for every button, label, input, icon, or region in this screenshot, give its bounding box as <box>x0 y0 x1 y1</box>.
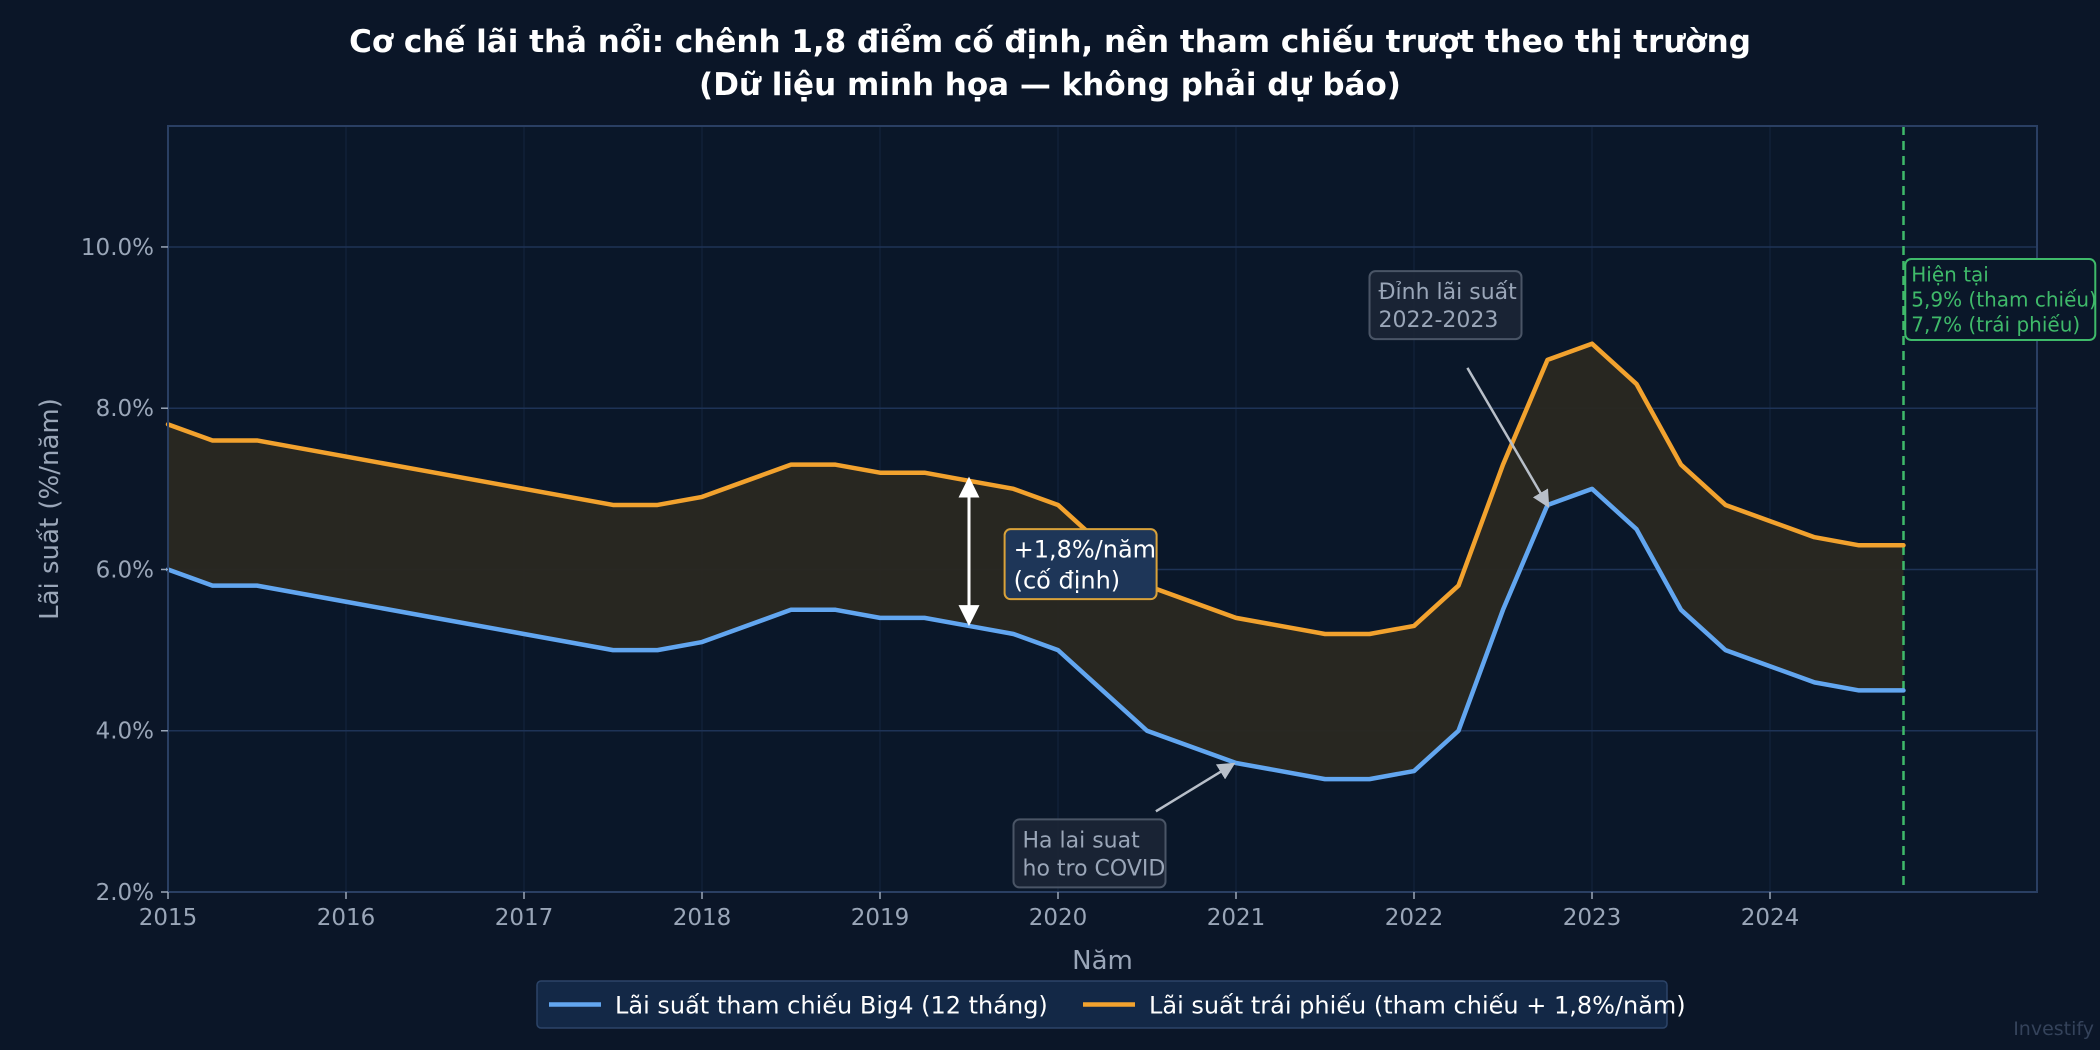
x-tick-label-2022: 2022 <box>1385 905 1444 931</box>
annotation-peak-line-0: Đỉnh lãi suất <box>1379 280 1518 305</box>
series-line-0 <box>165 486 1906 782</box>
watermark: Investify <box>2013 1018 2094 1040</box>
annotation-spread-box <box>1003 528 1158 601</box>
x-tick-label-2024: 2024 <box>1741 905 1800 931</box>
legend: Lãi suất tham chiếu Big4 (12 tháng) Lãi s… <box>536 980 1686 1029</box>
annotation-covid-line-1: ho tro COVID <box>1023 856 1166 881</box>
x-tick-label-2015: 2015 <box>139 905 198 931</box>
x-tick-label-2021: 2021 <box>1207 905 1266 931</box>
legend-label-1: Lãi suất trái phiếu (tham chiếu + 1,8%/n… <box>1149 992 1686 1020</box>
x-tick-label-2020: 2020 <box>1029 905 1088 931</box>
y-tick-label-6.0%: 6.0% <box>96 557 154 583</box>
chart-title: Cơ chế lãi thả nổi: chênh 1,8 điểm cố đị… <box>349 24 1751 60</box>
x-axis-title: Năm <box>1072 946 1133 976</box>
annotation-peak-box <box>1368 270 1523 341</box>
y-tick-label-2.0%: 2.0% <box>96 880 154 906</box>
annotation-current-line-1: 5,9% (tham chiếu) <box>1911 288 2097 312</box>
chart-subtitle: (Dữ liệu minh họa — không phải dự báo) <box>699 67 1401 103</box>
y-axis-title: Lãi suất (%/năm) <box>35 398 65 620</box>
y-tick-label-4.0%: 4.0% <box>96 719 154 745</box>
legend-label-0: Lãi suất tham chiếu Big4 (12 tháng) <box>615 992 1048 1020</box>
annotation-covid-arrow <box>1155 762 1236 813</box>
annotation-spread: +1,8%/năm (cố định) <box>1003 528 1158 601</box>
x-tick-label-2023: 2023 <box>1563 905 1622 931</box>
annotation-covid-line-0: Ha lai suat <box>1023 828 1141 853</box>
x-tick-label-2017: 2017 <box>495 905 554 931</box>
y-tick-label-10.0%: 10.0% <box>81 235 154 261</box>
x-tick-label-2019: 2019 <box>851 905 910 931</box>
annotation-peak-line-1: 2022-2023 <box>1379 308 1499 333</box>
x-tick-label-2018: 2018 <box>673 905 732 931</box>
annotation-covid-box <box>1012 818 1167 889</box>
annotation-current-box <box>1904 258 2097 342</box>
annotation-peak-arrow <box>1466 367 1550 508</box>
annotation-current-line-0: Hiện tại <box>1911 263 1989 287</box>
annotation-current-line-2: 7,7% (trái phiếu) <box>1911 313 2080 337</box>
y-tick-label-8.0%: 8.0% <box>96 396 154 422</box>
x-tick-label-2016: 2016 <box>317 905 376 931</box>
annotation-spread-line-1: (cố định) <box>1014 567 1121 595</box>
annotation-peak: Đỉnh lãi suất 2022-2023 <box>1368 270 1523 341</box>
plot-frame <box>167 125 2038 893</box>
annotation-spread-line-0: +1,8%/năm <box>1014 536 1156 564</box>
annotation-covid: Ha lai suat ho tro COVID <box>1012 818 1167 889</box>
axes: 2015 2016 2017 2018 2019 2020 2021 2022 2023 2024… <box>81 235 1799 931</box>
